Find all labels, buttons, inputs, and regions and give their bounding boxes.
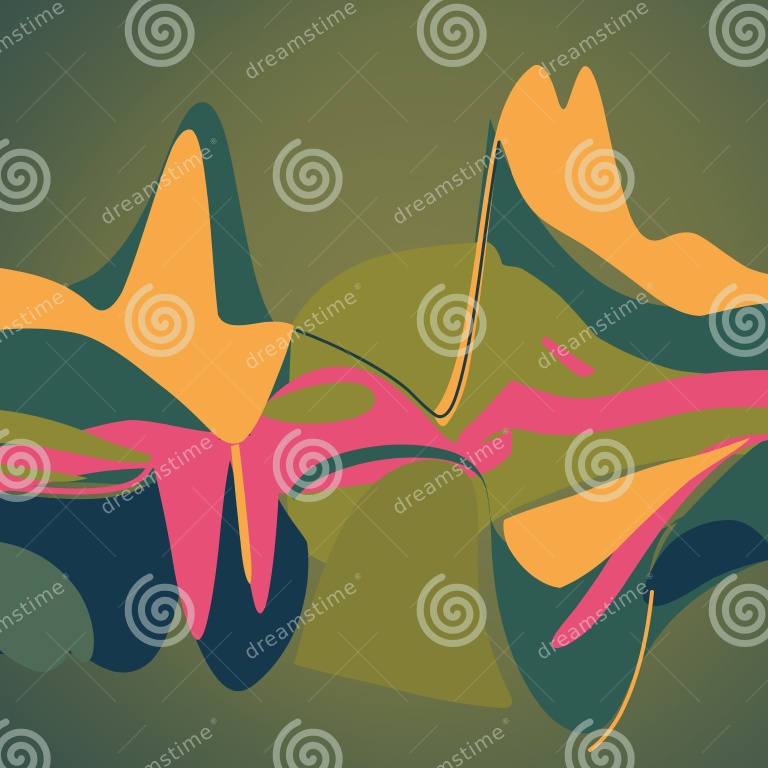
watermark-lattice [0,0,768,768]
streamgraph-artwork: dreamstime®dreamstime®dreamstime®dreamst… [0,0,768,768]
watermark-overlay: dreamstime®dreamstime®dreamstime®dreamst… [0,0,768,768]
stock-image-canvas: dreamstime®dreamstime®dreamstime®dreamst… [0,0,768,768]
